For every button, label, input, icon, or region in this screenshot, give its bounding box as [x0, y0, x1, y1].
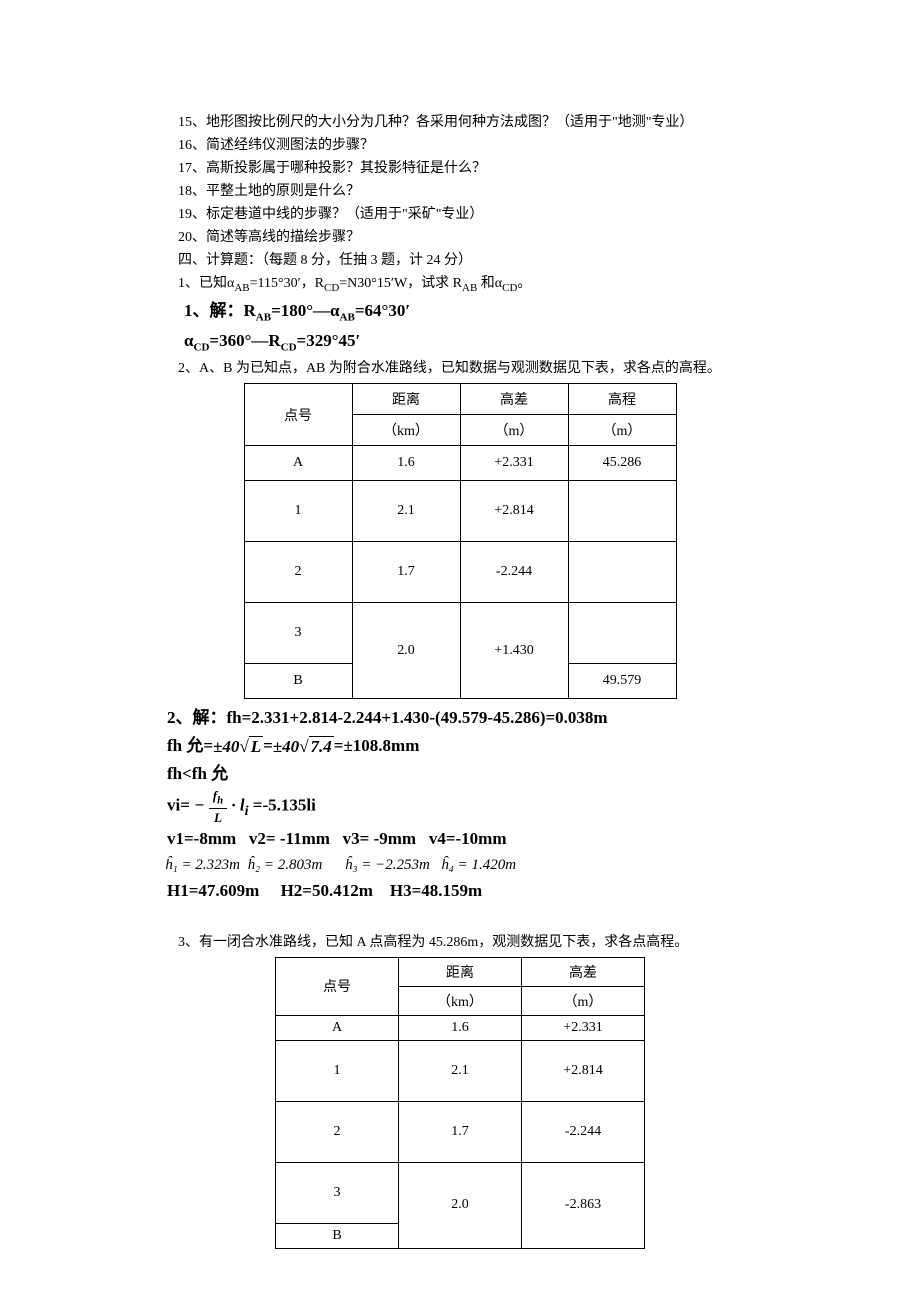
t2-pt-a: A — [276, 1015, 399, 1040]
ans1-l2a: α — [184, 331, 194, 350]
ans1-l1c: =64°30′ — [355, 301, 410, 320]
t1-hdr-elev: 高程 — [568, 384, 676, 415]
t1-unit-elev: （m） — [568, 415, 676, 446]
table-2-closed-loop: 点号 距离 高差 （km） （m） A 1.6 +2.331 1 2.1 +2.… — [275, 957, 645, 1249]
t2-hdr-point: 点号 — [276, 957, 399, 1015]
t2-d-0: 1.6 — [399, 1015, 522, 1040]
t1-hdr-point: 点号 — [244, 384, 352, 446]
question-18: 18、平整土地的原则是什么？ — [150, 181, 770, 202]
t1-e-a: 45.286 — [568, 446, 676, 481]
ans2-l4d: =-5.135li — [253, 796, 316, 815]
ans2-line-4: vi= − fh L · li =-5.135li — [167, 789, 770, 824]
t1-unit-diff: （m） — [460, 415, 568, 446]
formula-frac: − fh L · li — [194, 789, 248, 824]
t1-h-0: +2.331 — [460, 446, 568, 481]
t2-d-1: 2.1 — [399, 1040, 522, 1101]
t2-pt-2: 2 — [276, 1101, 399, 1162]
t2-pt-3: 3 — [276, 1162, 399, 1223]
ans2-l4a: vi= — [167, 796, 190, 815]
formula-sqrt-1: ±40√L — [213, 734, 263, 760]
ans2-line-6: ĥ₁ = 2.323m ĥ₂ = 2.803m ĥ₃ = −2.253m ĥ₄ … — [165, 854, 770, 877]
sub-ab: AB — [234, 282, 249, 294]
t1-pt-2: 2 — [244, 542, 352, 603]
t1-e-3 — [568, 603, 676, 664]
q1-part-d: 和α — [477, 276, 502, 291]
q1-part-e: 。 — [517, 276, 531, 291]
question-16: 16、简述经纬仪测图法的步骤？ — [150, 135, 770, 156]
answer-1-line-2: αCD=360°—RCD=329°45′ — [150, 328, 770, 356]
question-calc-3: 3、有一闭合水准路线，已知 A 点高程为 45.286m，观测数据见下表，求各点… — [150, 932, 770, 953]
table-1-leveling: 点号 距离 高差 高程 （km） （m） （m） A 1.6 +2.331 45… — [244, 383, 677, 699]
t1-d-0: 1.6 — [352, 446, 460, 481]
t1-hdr-dist: 距离 — [352, 384, 460, 415]
sub-cd: CD — [502, 282, 517, 294]
ans1-l2c: =329°45′ — [297, 331, 361, 350]
t1-pt-a: A — [244, 446, 352, 481]
t2-pt-b: B — [276, 1223, 399, 1248]
t1-e-b: 49.579 — [568, 664, 676, 699]
t2-d-2: 1.7 — [399, 1101, 522, 1162]
t2-h-0: +2.331 — [522, 1015, 645, 1040]
t1-unit-dist: （km） — [352, 415, 460, 446]
t1-d-2: 1.7 — [352, 542, 460, 603]
sub-cd: CD — [194, 342, 210, 354]
sub-cd: CD — [324, 282, 339, 294]
t2-h-1: +2.814 — [522, 1040, 645, 1101]
t1-h-1: +2.814 — [460, 481, 568, 542]
t1-h-3: +1.430 — [460, 603, 568, 699]
question-17: 17、高斯投影属于哪种投影？其投影特征是什么？ — [150, 158, 770, 179]
ans2-l2d: = — [263, 736, 273, 755]
t1-pt-b: B — [244, 664, 352, 699]
t1-pt-3: 3 — [244, 603, 352, 664]
question-calc-2: 2、A、B 为已知点，AB 为附合水准路线，已知数据与观测数据见下表，求各点的高… — [150, 358, 770, 379]
formula-sqrt-2: ±40√7.4 — [273, 734, 334, 760]
t1-d-3: 2.0 — [352, 603, 460, 699]
t2-unit-diff: （m） — [522, 986, 645, 1015]
q1-part-a: 1、已知α — [178, 276, 234, 291]
answer-1-line-1: 1、解：RAB=180°—αAB=64°30′ — [150, 298, 770, 326]
t2-h-3: -2.863 — [522, 1162, 645, 1248]
ans2-line-5: v1=-8mm v2= -11mm v3= -9mm v4=-10mm — [167, 826, 770, 852]
ans1-l1a: 1、解：R — [184, 301, 256, 320]
t2-pt-1: 1 — [276, 1040, 399, 1101]
ans1-l2b: =360°—R — [209, 331, 280, 350]
t1-d-1: 2.1 — [352, 481, 460, 542]
t2-d-3: 2.0 — [399, 1162, 522, 1248]
q1-part-c: =N30°15′W，试求 R — [339, 276, 462, 291]
question-19: 19、标定巷道中线的步骤？（适用于"采矿"专业） — [150, 204, 770, 225]
document-page: 15、地形图按比例尺的大小分为几种？各采用何种方法成图？（适用于"地测"专业） … — [0, 0, 920, 1295]
t2-unit-dist: （km） — [399, 986, 522, 1015]
sub-ab: AB — [462, 282, 477, 294]
t2-hdr-dist: 距离 — [399, 957, 522, 986]
section-4-header: 四、计算题：（每题 8 分，任抽 3 题，计 24 分） — [150, 250, 770, 271]
t1-h-2: -2.244 — [460, 542, 568, 603]
t2-h-2: -2.244 — [522, 1101, 645, 1162]
question-calc-1: 1、已知αAB=115°30′，RCD=N30°15′W，试求 RAB 和αCD… — [150, 273, 770, 296]
question-15: 15、地形图按比例尺的大小分为几种？各采用何种方法成图？（适用于"地测"专业） — [150, 112, 770, 133]
ans2-line-3: fh<fh 允 — [167, 761, 770, 787]
sub-cd: CD — [281, 342, 297, 354]
t1-e-1 — [568, 481, 676, 542]
t2-hdr-diff: 高差 — [522, 957, 645, 986]
ans2-line-7: H1=47.609m H2=50.412m H3=48.159m — [167, 878, 770, 904]
sub-ab: AB — [340, 312, 355, 324]
ans2-l2a: fh 允= — [167, 736, 213, 755]
ans2-l2g: =±108.8mm — [334, 736, 420, 755]
q1-part-b: =115°30′，R — [250, 276, 324, 291]
t1-hdr-diff: 高差 — [460, 384, 568, 415]
ans1-l1b: =180°—α — [271, 301, 339, 320]
ans2-line-2: fh 允=±40√L=±40√7.4=±108.8mm — [167, 733, 770, 760]
ans2-line-1: 2、解：fh=2.331+2.814-2.244+1.430-(49.579-4… — [167, 705, 770, 731]
sub-ab: AB — [256, 312, 271, 324]
t1-e-2 — [568, 542, 676, 603]
question-20: 20、简述等高线的描绘步骤？ — [150, 227, 770, 248]
t1-pt-1: 1 — [244, 481, 352, 542]
